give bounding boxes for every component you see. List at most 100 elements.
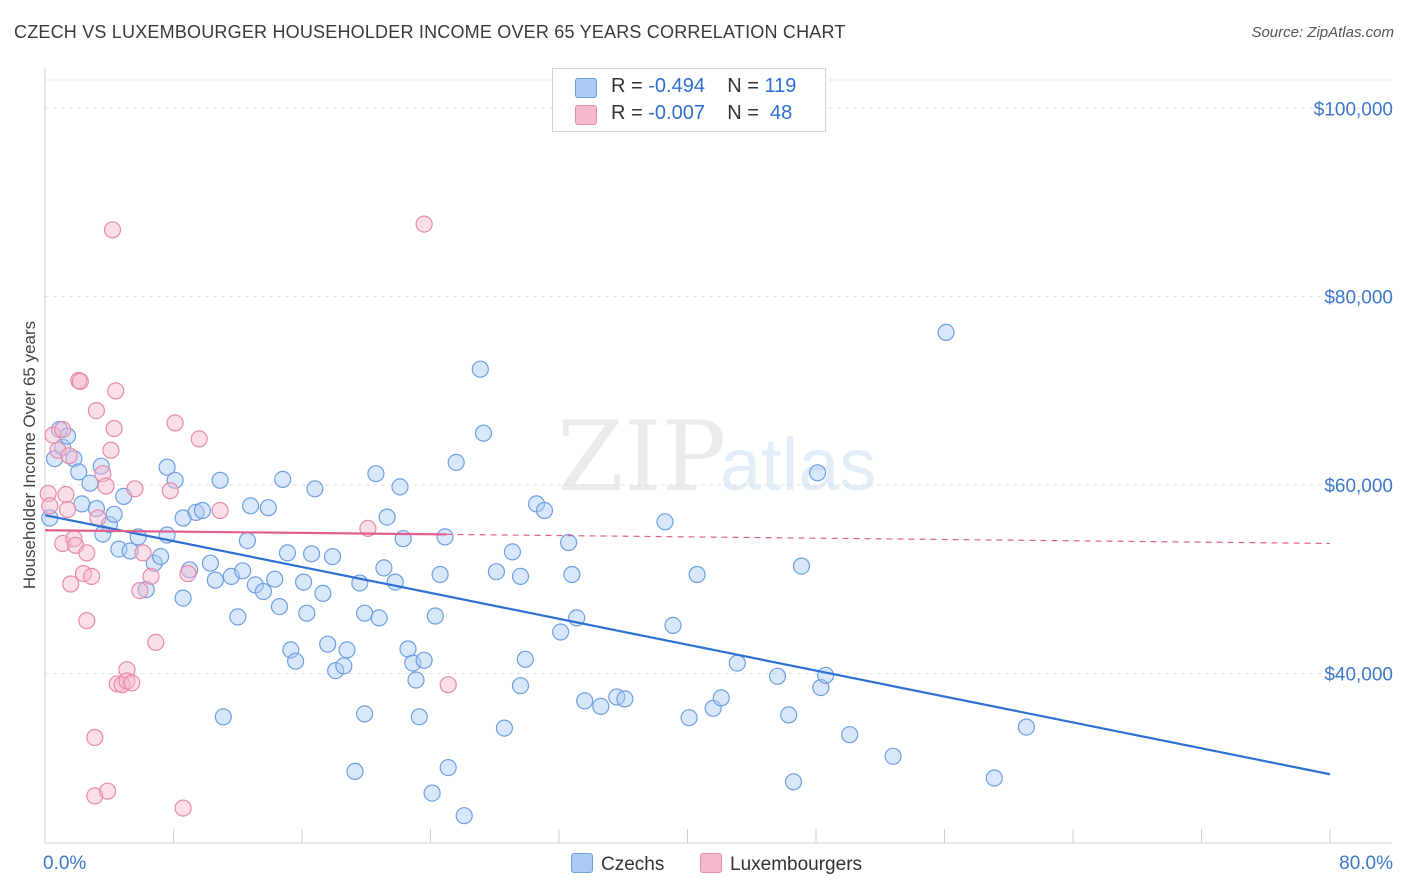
czech-point: [65, 450, 83, 468]
czech-point: [105, 505, 123, 523]
czech-point: [503, 543, 522, 561]
y-tick-label: $40,000: [1324, 664, 1393, 685]
czech-point: [206, 571, 224, 589]
czech-point: [254, 582, 272, 601]
axes: [44, 68, 1392, 844]
czech-point: [335, 657, 353, 675]
legend-r-value: -0.494: [648, 75, 705, 97]
czech-point: [356, 604, 374, 622]
luxembourger-point: [41, 497, 59, 515]
czech-point: [680, 709, 698, 727]
czech-point: [327, 661, 345, 680]
luxembourger-point: [86, 728, 104, 747]
luxembourger-point: [60, 447, 78, 465]
czech-point: [375, 559, 393, 577]
luxembourger-point: [78, 544, 96, 562]
legend-swatch-czechs: [575, 78, 597, 98]
czech-point: [576, 692, 594, 710]
czech-point: [404, 654, 422, 672]
luxembourger-point: [179, 564, 197, 583]
czech-point: [234, 562, 252, 580]
luxembourger-point: [166, 414, 184, 432]
czech-point: [423, 784, 441, 802]
legend-swatch-luxembourgers: [575, 105, 597, 125]
luxembourger-point: [142, 567, 160, 586]
czech-point: [319, 635, 337, 653]
czech-point: [447, 453, 465, 471]
czech-point: [1017, 718, 1036, 736]
x-tick-label-max: 80.0%: [1339, 853, 1393, 874]
luxembourger-point: [54, 420, 72, 439]
czech-point: [391, 478, 409, 496]
czech-point: [415, 651, 433, 669]
luxembourger-point: [211, 501, 229, 520]
czech-point: [356, 705, 374, 723]
chart-title: CZECH VS LUXEMBOURGER HOUSEHOLDER INCOME…: [14, 22, 846, 42]
bottom-legend-czechs[interactable]: Czechs: [571, 853, 664, 876]
luxembourger-point: [359, 519, 377, 538]
y-tick-label: $100,000: [1314, 99, 1393, 120]
czech-point: [511, 567, 530, 586]
legend-n-value: 119: [764, 75, 797, 97]
czech-point: [841, 726, 859, 744]
source-label[interactable]: Source: ZipAtlas.com: [1251, 24, 1394, 41]
czech-point: [426, 607, 444, 625]
czech-point: [214, 708, 232, 726]
legend-r-label: R =: [611, 102, 649, 124]
luxembourger-point: [439, 676, 457, 694]
czech-point: [73, 495, 91, 513]
luxembourger-point: [190, 430, 208, 448]
luxembourger-trend-extension: [446, 533, 1331, 545]
czech-point: [407, 671, 425, 689]
czech-point: [436, 528, 454, 546]
luxembourger-point: [174, 799, 192, 817]
czech-point: [152, 547, 170, 566]
trend-lines: [44, 514, 1331, 776]
czech-point: [592, 697, 610, 716]
luxembourger-point: [126, 480, 144, 498]
luxembourger-point: [415, 215, 433, 233]
czech-point: [378, 508, 396, 526]
czech-point: [346, 762, 364, 781]
y-tick-label: $60,000: [1324, 476, 1393, 497]
luxembourger-point: [57, 485, 75, 504]
x-tick-label-min: 0.0%: [43, 853, 86, 874]
bottom-legend-luxembourgers[interactable]: Luxembourgers: [700, 853, 862, 876]
y-axis-label: Householder Income Over 65 years: [20, 320, 39, 590]
watermark: ZIP atlas: [557, 401, 876, 513]
luxembourger-point: [54, 534, 72, 553]
czech-point: [780, 706, 798, 724]
luxembourger-point: [147, 633, 165, 652]
luxembourger-point: [105, 419, 123, 438]
y-tick-labels: $40,000 $60,000 $80,000 $100,000: [1314, 99, 1393, 685]
czech-point: [158, 458, 176, 476]
luxembourger-point: [78, 612, 96, 630]
czech-point: [145, 554, 163, 572]
legend-n-value: 48: [764, 102, 793, 124]
czech-point: [712, 689, 730, 707]
luxembourger-point: [58, 500, 77, 519]
czech-point: [238, 531, 256, 550]
czech-point: [187, 503, 205, 522]
czech-point: [270, 597, 289, 616]
x-tick-labels: 0.0% 80.0%: [43, 853, 1393, 874]
luxembourger-point: [71, 372, 89, 390]
czech-point: [174, 589, 192, 607]
czech-point: [616, 690, 634, 708]
luxembourger-points: [39, 215, 457, 817]
czech-point: [137, 580, 155, 599]
czech-point: [229, 608, 247, 626]
czech-point: [551, 623, 570, 641]
luxembourger-point: [49, 441, 67, 459]
luxembourger-point: [103, 221, 122, 239]
czech-point: [474, 424, 493, 442]
luxembourger-point: [107, 382, 125, 400]
czech-point: [298, 604, 316, 622]
czech-point: [808, 464, 827, 482]
czech-point: [688, 565, 706, 584]
legend-n-label: N =: [727, 75, 765, 97]
czech-point: [768, 667, 787, 685]
czech-point: [70, 463, 88, 481]
czech-point: [201, 554, 219, 572]
